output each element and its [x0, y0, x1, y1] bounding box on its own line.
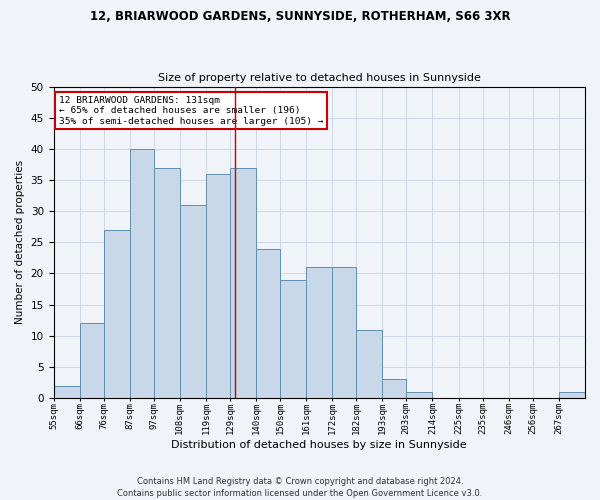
Bar: [104, 230, 130, 398]
Text: 12, BRIARWOOD GARDENS, SUNNYSIDE, ROTHERHAM, S66 3XR: 12, BRIARWOOD GARDENS, SUNNYSIDE, ROTHER…: [89, 10, 511, 23]
X-axis label: Distribution of detached houses by size in Sunnyside: Distribution of detached houses by size …: [172, 440, 467, 450]
Bar: [154, 168, 180, 398]
Bar: [306, 267, 332, 398]
Bar: [180, 205, 206, 398]
Bar: [80, 324, 104, 398]
Bar: [332, 267, 356, 398]
Bar: [256, 248, 280, 398]
Title: Size of property relative to detached houses in Sunnyside: Size of property relative to detached ho…: [158, 73, 481, 83]
Text: 12 BRIARWOOD GARDENS: 131sqm
← 65% of detached houses are smaller (196)
35% of s: 12 BRIARWOOD GARDENS: 131sqm ← 65% of de…: [59, 96, 323, 126]
Bar: [280, 280, 306, 398]
Bar: [206, 174, 230, 398]
Bar: [230, 168, 256, 398]
Y-axis label: Number of detached properties: Number of detached properties: [15, 160, 25, 324]
Bar: [406, 392, 433, 398]
Bar: [356, 330, 382, 398]
Bar: [130, 149, 154, 398]
Bar: [53, 386, 80, 398]
Bar: [559, 392, 585, 398]
Bar: [382, 380, 406, 398]
Text: Contains HM Land Registry data © Crown copyright and database right 2024.
Contai: Contains HM Land Registry data © Crown c…: [118, 476, 482, 498]
